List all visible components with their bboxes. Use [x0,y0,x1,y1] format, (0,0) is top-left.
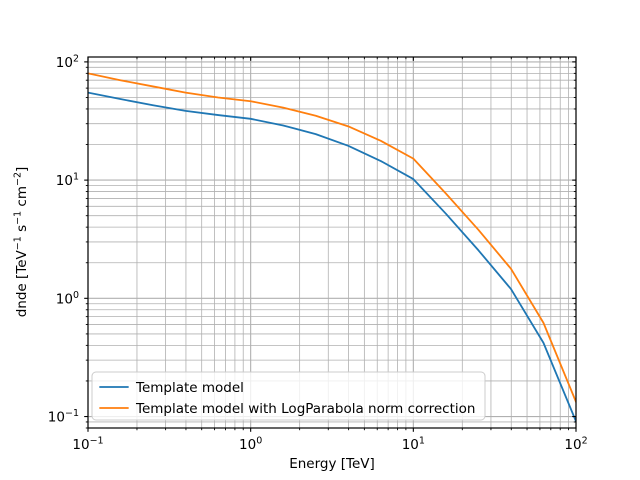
y-tick-label-1: 100 [56,290,79,308]
series-line-1 [88,72,576,403]
data-series-group [88,72,576,423]
series-line-0 [88,91,576,423]
y-tick-label-3: 102 [56,53,79,71]
y-tick-label-0: 10−1 [48,408,79,426]
plot-background [88,57,576,428]
y-axis-label: dnde [TeV−1 s−1 cm−2] [13,167,31,318]
legend-label-1: Template model with LogParabola norm cor… [135,401,475,417]
x-tick-label-1: 100 [239,436,262,454]
axis-ticks [84,57,577,432]
legend-items: Template model Template model with LogPar… [99,380,475,417]
grid-minor [88,57,576,429]
legend-box [91,371,486,421]
legend-label-0: Template model [135,380,244,396]
y-tick-label-2: 101 [56,172,79,190]
legend[interactable]: Template model Template model with LogPar… [91,371,486,421]
x-tick-labels: 10−1 100 101 102 [72,436,587,454]
x-tick-label-3: 102 [564,436,587,454]
y-tick-labels: 10−1 100 101 102 [48,53,79,425]
axes-frame [87,56,577,429]
x-tick-label-0: 10−1 [72,436,103,454]
x-tick-label-2: 101 [402,436,425,454]
x-axis-label: Energy [TeV] [289,456,375,472]
